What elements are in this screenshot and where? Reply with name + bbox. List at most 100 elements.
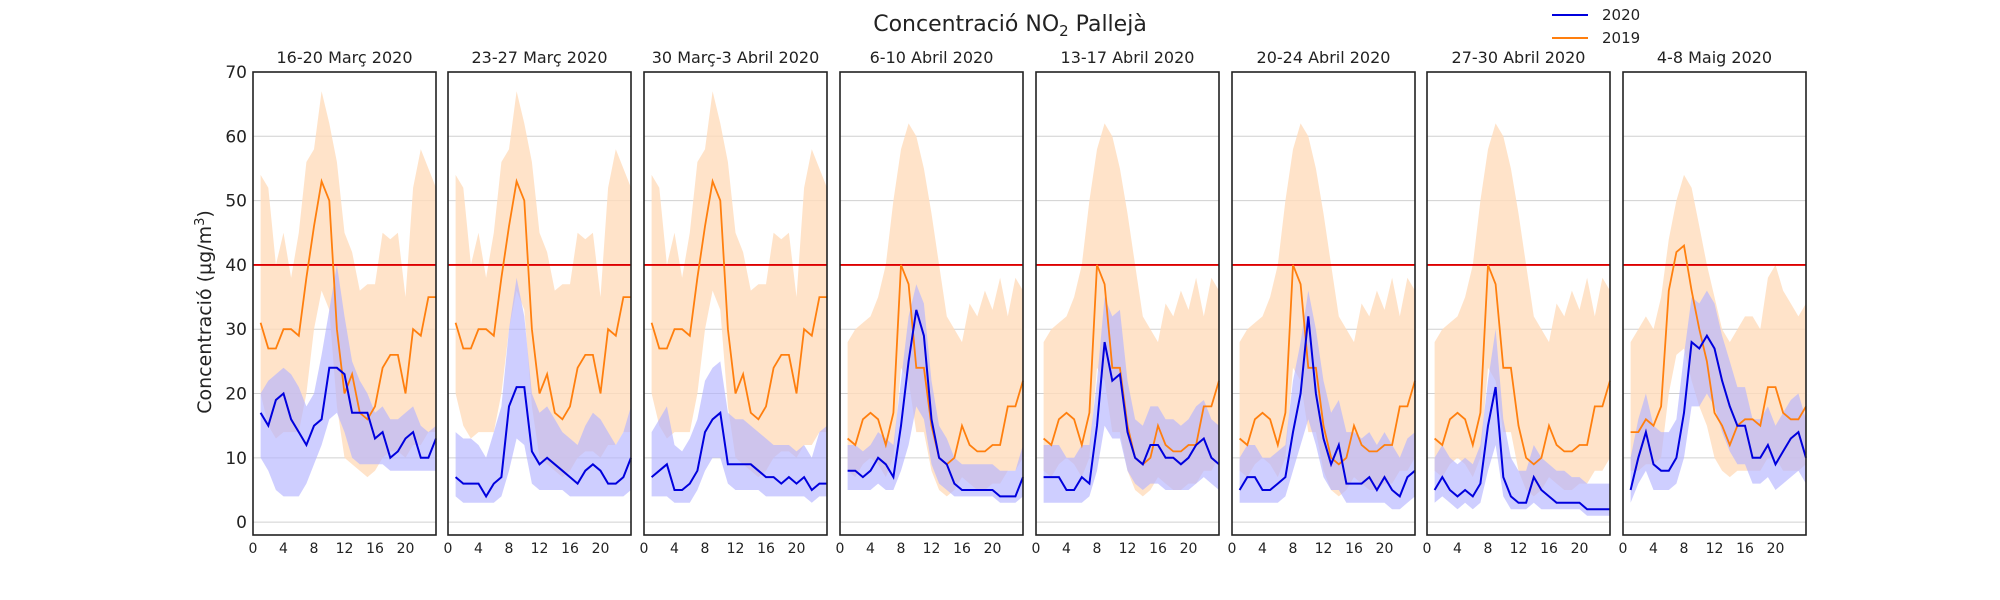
panel-title: 16-20 Març 2020 [276, 48, 412, 67]
x-tick-label: 20 [1180, 541, 1198, 557]
series-line-2019 [454, 177, 631, 421]
series-line-2019 [1630, 243, 1807, 448]
x-tick-label: 20 [592, 541, 610, 557]
band-2019 [1239, 123, 1415, 497]
series-line-2019 [259, 177, 436, 421]
series-line-2020 [1629, 333, 1807, 491]
panel-title: 27-30 Abril 2020 [1452, 48, 1586, 67]
x-tick-label: 4 [1649, 541, 1658, 557]
panel-frame [252, 71, 437, 536]
x-tick-label: 8 [701, 541, 710, 557]
x-tick-label: 20 [984, 541, 1002, 557]
y-tick-label: 20 [225, 385, 247, 405]
x-tick-label: 16 [757, 541, 775, 557]
band-2019 [260, 91, 436, 478]
panel-8: 4-8 Maig 2020 0 4 8 12 16 20 [1619, 48, 1807, 557]
panel-frame [1426, 71, 1611, 536]
band-2019 [1043, 123, 1219, 497]
chart-title: Concentració NO2 Pallejà [873, 12, 1147, 40]
x-tick-label: 4 [279, 541, 288, 557]
x-tick-label: 8 [1484, 541, 1493, 557]
band-2020 [847, 284, 1023, 503]
series-line-2019 [1239, 264, 1416, 466]
band-2020 [455, 277, 631, 503]
x-tick-label: 4 [1453, 541, 1462, 557]
chart-title-subscript: 2 [1059, 22, 1069, 40]
panel-title: 20-24 Abril 2020 [1257, 48, 1391, 67]
y-axis-label-close: ) [194, 210, 216, 217]
x-tick-label: 0 [640, 541, 649, 557]
x-tick-label: 16 [1149, 541, 1167, 557]
x-tick-label: 16 [561, 541, 579, 557]
y-tick-label: 60 [225, 127, 247, 147]
panel-3: 30 Març-3 Abril 2020 0 4 8 12 16 20 [640, 48, 828, 557]
x-tick-label: 20 [397, 541, 415, 557]
x-tick-label: 20 [1376, 541, 1394, 557]
x-tick-label: 16 [953, 541, 971, 557]
x-tick-label: 20 [1767, 541, 1785, 557]
band-2019 [1434, 123, 1610, 497]
series-line-2020 [847, 309, 1024, 498]
x-tick-label: 12 [1315, 541, 1333, 557]
x-tick-label: 12 [336, 541, 354, 557]
legend: 2020 2019 [1552, 6, 1640, 47]
y-tick-label: 30 [225, 320, 247, 340]
y-tick-label: 0 [236, 513, 247, 533]
series-line-2020 [1238, 316, 1416, 499]
panel-5: 13-17 Abril 2020 0 4 8 12 16 20 [1032, 48, 1220, 557]
y-axis-label: Concentració (µg/m3) [193, 210, 216, 414]
series-line-2020 [650, 410, 827, 492]
panel-1: 16-20 Març 2020 0 4 8 12 16 20 0 10 20 30 40 50 60 70 [225, 48, 437, 557]
x-tick-label: 8 [1680, 541, 1689, 557]
series-line-2020 [454, 386, 632, 499]
series-line-2020 [1043, 341, 1220, 491]
x-tick-label: 12 [531, 541, 549, 557]
series-line-2020 [1433, 386, 1610, 511]
band-2020 [260, 264, 436, 497]
x-tick-label: 16 [366, 541, 384, 557]
panel-title: 23-27 Març 2020 [471, 48, 607, 67]
x-tick-label: 12 [1119, 541, 1137, 557]
x-tick-label: 0 [1423, 541, 1432, 557]
x-tick-label: 0 [836, 541, 845, 557]
x-tick-label: 12 [1706, 541, 1724, 557]
x-tick-label: 16 [1345, 541, 1363, 557]
panel-frame [839, 71, 1024, 536]
panel-2: 23-27 Març 2020 0 4 8 12 16 20 [444, 48, 632, 557]
x-tick-label: 16 [1736, 541, 1754, 557]
series-line-2020 [259, 366, 437, 460]
panel-4: 6-10 Abril 2020 0 4 8 12 16 20 [836, 48, 1024, 557]
legend-label-2019: 2019 [1602, 29, 1640, 47]
x-tick-label: 16 [1540, 541, 1558, 557]
panel-frame [447, 71, 632, 536]
panel-title: 13-17 Abril 2020 [1061, 48, 1195, 67]
panel-frame [1035, 71, 1220, 536]
y-axis-label-superscript: 3 [193, 218, 208, 226]
panel-frame [1231, 71, 1416, 536]
y-axis-label-main: Concentració (µg/m [194, 226, 216, 414]
x-tick-label: 4 [474, 541, 483, 557]
band-2020 [1239, 290, 1415, 510]
y-tick-label: 10 [225, 449, 247, 469]
band-2020 [1434, 329, 1610, 516]
panel-title: 30 Març-3 Abril 2020 [652, 48, 820, 67]
panel-title: 4-8 Maig 2020 [1657, 48, 1772, 67]
panel-frame [643, 71, 828, 536]
x-tick-label: 4 [670, 541, 679, 557]
band-2020 [651, 361, 827, 503]
band-2020 [1630, 290, 1806, 503]
x-tick-label: 0 [444, 541, 453, 557]
x-tick-label: 12 [1510, 541, 1528, 557]
y-tick-label: 70 [225, 63, 247, 83]
x-tick-label: 8 [505, 541, 514, 557]
x-tick-label: 4 [1062, 541, 1071, 557]
x-tick-label: 20 [788, 541, 806, 557]
x-tick-label: 0 [1032, 541, 1041, 557]
panel-title: 6-10 Abril 2020 [870, 48, 994, 67]
x-tick-label: 12 [727, 541, 745, 557]
x-tick-label: 0 [249, 541, 258, 557]
series-line-2019 [1434, 264, 1611, 466]
x-tick-label: 8 [310, 541, 319, 557]
